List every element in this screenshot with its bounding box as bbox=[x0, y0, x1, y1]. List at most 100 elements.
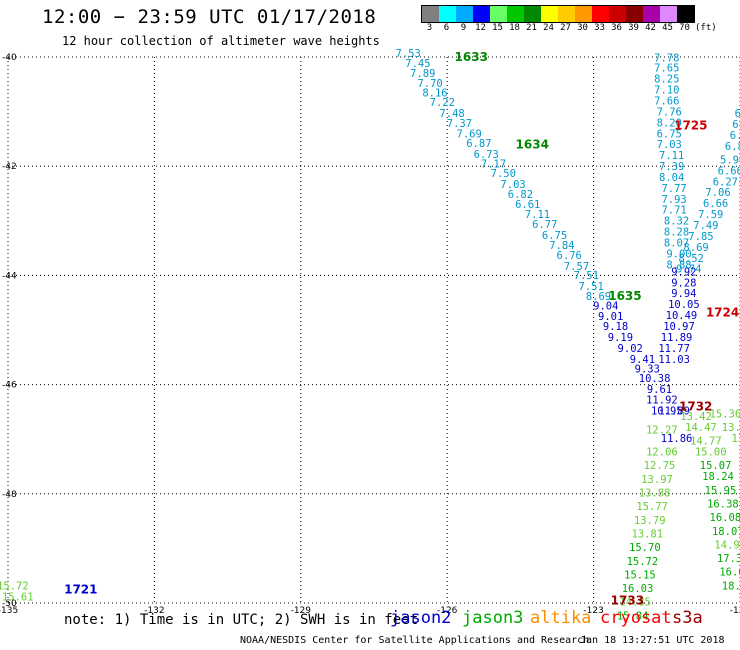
swh-value: 15.72 bbox=[0, 580, 29, 592]
swh-value: 7.76 bbox=[657, 106, 682, 118]
scale-label: 18 bbox=[509, 23, 520, 33]
swh-value: 6.75 bbox=[730, 130, 740, 142]
scale-swatch bbox=[660, 6, 677, 22]
scale-label: 33 bbox=[594, 23, 605, 33]
scale-label: 15 bbox=[492, 23, 503, 33]
page-subtitle: 12 hour collection of altimeter wave hei… bbox=[62, 34, 380, 48]
scale-label: 39 bbox=[628, 23, 639, 33]
swh-value: 11.89 bbox=[661, 332, 693, 344]
lon-tick-label: -123 bbox=[583, 606, 603, 616]
scale-swatch bbox=[626, 6, 643, 22]
swh-value: 7.69 bbox=[457, 128, 482, 140]
swh-value: 11.89 bbox=[658, 406, 690, 418]
scale-label: 9 bbox=[460, 23, 467, 33]
swh-value: 7.50 bbox=[491, 168, 516, 180]
scale-swatch bbox=[473, 6, 490, 22]
swh-value: 9.41 bbox=[630, 354, 655, 366]
lon-tick-label: -132 bbox=[144, 606, 164, 616]
scale-swatch bbox=[592, 6, 609, 22]
lon-tick-label: -135 bbox=[0, 606, 18, 616]
swh-value: 10.95 bbox=[651, 406, 683, 418]
swh-value: 7.03 bbox=[657, 139, 682, 151]
swh-value: 15.72 bbox=[627, 556, 659, 568]
scale-swatch bbox=[422, 6, 439, 22]
swh-value: 8.07 bbox=[664, 237, 689, 249]
swh-value: 13.83 bbox=[722, 422, 740, 434]
swh-value: 9.61 bbox=[647, 384, 672, 396]
swh-value: 11.77 bbox=[658, 343, 690, 355]
swh-value: 9.92 bbox=[671, 266, 696, 278]
swh-value: 15.00 bbox=[695, 447, 727, 459]
swh-value: 7.39 bbox=[659, 161, 684, 173]
swh-value: 11.03 bbox=[658, 354, 690, 366]
swh-value: 8.69 bbox=[586, 291, 611, 303]
swh-value: 7.65 bbox=[654, 63, 679, 75]
swh-value: 6.27 bbox=[713, 176, 738, 188]
swh-value: 6.66 bbox=[703, 198, 728, 210]
scale-swatch bbox=[541, 6, 558, 22]
swh-value: 7.85 bbox=[688, 231, 713, 243]
swh-value: 14.85 bbox=[619, 597, 651, 609]
swh-value: 15.61 bbox=[2, 591, 34, 603]
swh-value: 7.51 bbox=[574, 270, 599, 282]
scale-swatch bbox=[507, 6, 524, 22]
pass-time-label: 1733 bbox=[611, 593, 644, 607]
swh-value: 9.18 bbox=[603, 321, 628, 333]
swh-value: 10.38 bbox=[639, 373, 671, 385]
lon-tick-label: -120 bbox=[730, 606, 740, 616]
swh-value: 7.03 bbox=[500, 179, 525, 191]
pass-time-label: 1635 bbox=[608, 289, 641, 303]
swh-value: 16.03 bbox=[622, 583, 654, 595]
swh-value: 16.64 bbox=[719, 567, 740, 579]
footer-credit: NOAA/NESDIS Center for Satellite Applica… bbox=[240, 635, 590, 646]
swh-value: 7.77 bbox=[661, 183, 686, 195]
swh-value: 9.00 bbox=[666, 248, 691, 260]
swh-value: 15.77 bbox=[636, 501, 668, 513]
page-title: 12:00 − 23:59 UTC 01/17/2018 bbox=[42, 6, 377, 28]
altimeter-tracks: 7.537.457.897.708.167.227.487.377.696.87… bbox=[0, 48, 740, 622]
swh-value: 16.38 bbox=[707, 498, 739, 510]
scale-swatch bbox=[456, 6, 473, 22]
swh-value: 8.52 bbox=[679, 253, 704, 265]
scale-swatch bbox=[643, 6, 660, 22]
swh-value: 7.53 bbox=[396, 48, 421, 60]
scale-swatch bbox=[609, 6, 626, 22]
legend-jason2: jason2 bbox=[390, 608, 452, 628]
swh-value: 7.59 bbox=[698, 209, 723, 221]
lat-tick-label: -42 bbox=[2, 162, 17, 172]
swh-value: 8.25 bbox=[654, 74, 679, 86]
lat-lon-grid bbox=[7, 56, 740, 604]
scale-label: 3 bbox=[426, 23, 433, 33]
lat-tick-label: -48 bbox=[2, 490, 17, 500]
lon-tick-label: -126 bbox=[437, 606, 458, 616]
swh-value: 6.66 bbox=[718, 165, 740, 177]
swh-value: 17.35 bbox=[717, 553, 740, 565]
swh-value: 6.61 bbox=[732, 119, 740, 131]
scale-label: 6 bbox=[443, 23, 450, 33]
scale-swatch bbox=[524, 6, 541, 22]
swh-value: 7.66 bbox=[654, 96, 679, 108]
pass-time-labels: 1633163416351725172417321721173316317217… bbox=[64, 50, 739, 607]
swh-value: 13.81 bbox=[631, 528, 663, 540]
scale-swatch bbox=[558, 6, 575, 22]
swh-value: 7.84 bbox=[549, 240, 574, 252]
swh-value: 6.63 bbox=[735, 108, 740, 120]
scale-label: 21 bbox=[526, 23, 537, 33]
scale-swatch bbox=[575, 6, 592, 22]
swh-value: 9.19 bbox=[608, 332, 633, 344]
legend-note: note: 1) Time is in UTC; 2) SWH is in fe… bbox=[64, 612, 419, 628]
pass-time-label: 1725 bbox=[674, 118, 707, 132]
swh-value: 12.75 bbox=[644, 460, 676, 472]
pass-time-label: 1721 bbox=[64, 582, 97, 596]
swh-value: 9.02 bbox=[618, 343, 643, 355]
swh-value: 15.36 bbox=[710, 408, 740, 420]
swh-value: 7.51 bbox=[579, 281, 604, 293]
legend-altika: altika bbox=[530, 608, 592, 628]
lat-tick-label: -50 bbox=[2, 599, 17, 609]
swh-value: 7.17 bbox=[481, 158, 506, 170]
swh-value: 15.70 bbox=[629, 542, 661, 554]
swh-value: 7.22 bbox=[430, 97, 455, 109]
swh-value: 15.84 bbox=[617, 610, 649, 622]
swh-value: 8.20 bbox=[657, 117, 682, 129]
